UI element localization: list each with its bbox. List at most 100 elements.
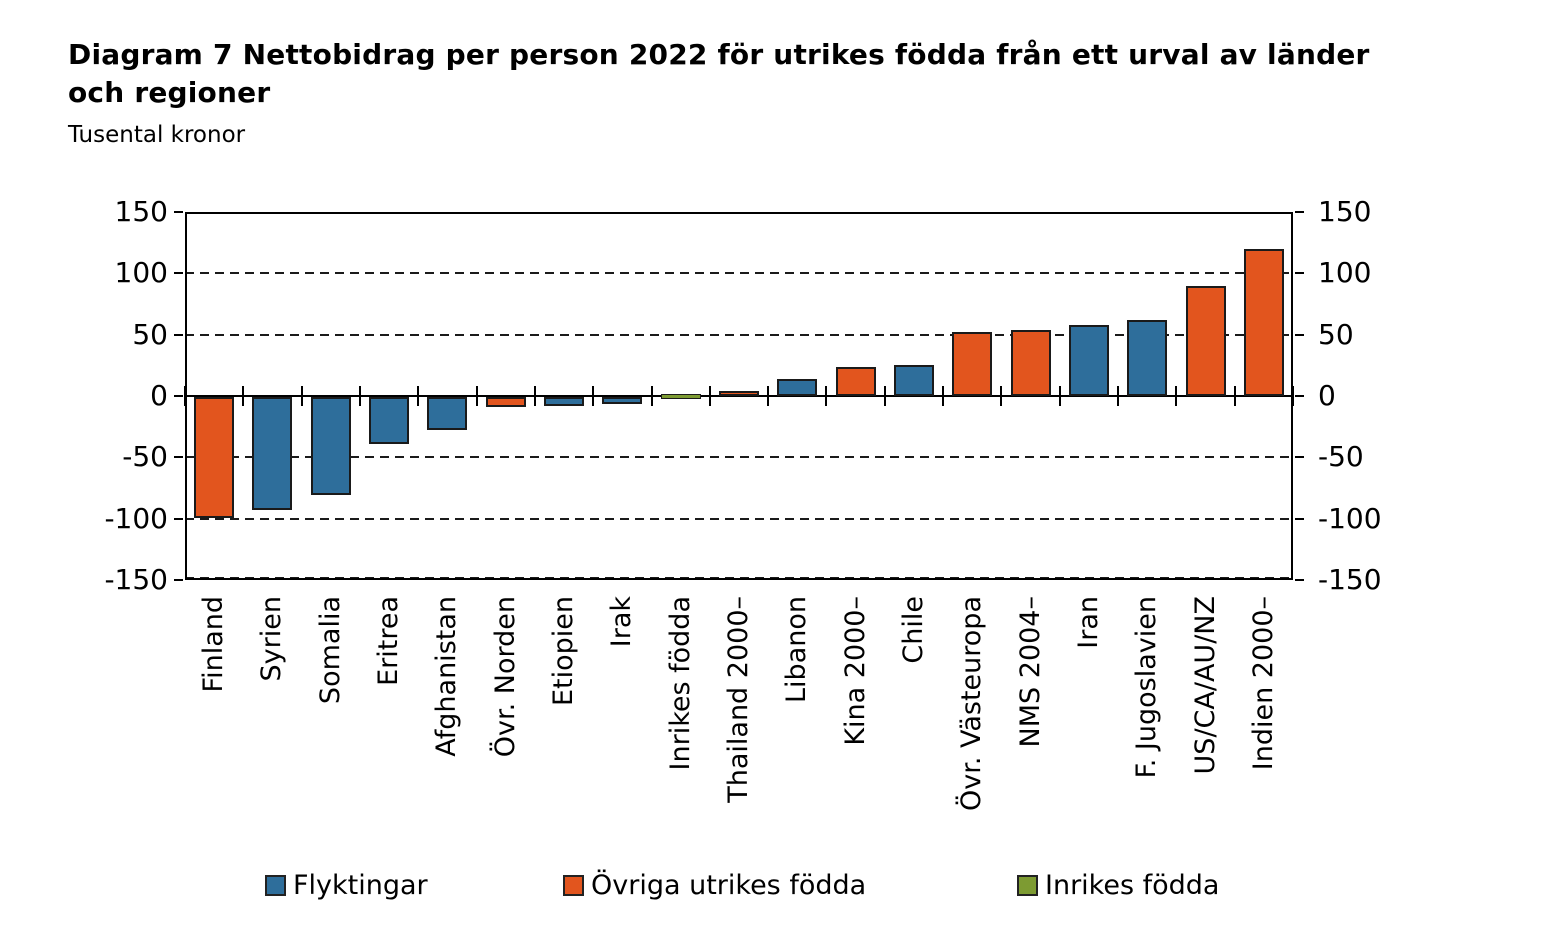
y-axis-label-right-100: 100: [1318, 256, 1372, 290]
category-tick: [242, 386, 245, 406]
legend-swatch-flyktingar: [265, 874, 286, 896]
category-tick: [300, 386, 303, 406]
x-axis-label-finland: Finland: [198, 596, 230, 693]
x-axis-label-eritrea: Eritrea: [373, 596, 405, 686]
gridline--100: [185, 517, 1293, 520]
y-axis-tick-left: [174, 517, 183, 520]
y-axis-label-right-50: 50: [1318, 317, 1354, 351]
x-axis-label-vr-norden: Övr. Norden: [489, 596, 521, 758]
legend-item-vriga-utrikes-f-dda: Övriga utrikes födda: [563, 868, 866, 902]
y-axis-tick-right: [1295, 579, 1304, 581]
chart-unit-label: Tusental kronor: [68, 122, 246, 148]
category-tick: [358, 386, 361, 406]
y-axis-tick-right: [1295, 333, 1304, 336]
y-axis-label-left-0: 0: [150, 379, 168, 412]
chart-title: Diagram 7 Nettobidrag per person 2022 fö…: [68, 36, 1370, 112]
plot-area: [174, 211, 1304, 581]
y-axis-label-right--50: -50: [1318, 440, 1364, 474]
legend-swatch-vriga-utrikes-f-dda: [563, 874, 584, 896]
y-axis-label-right--100: -100: [1318, 501, 1382, 535]
category-tick: [1117, 386, 1120, 406]
chart-title-line2: och regioner: [68, 76, 271, 109]
y-axis-tick-right: [1295, 272, 1304, 275]
y-axis-tick-right: [1295, 517, 1304, 520]
bar-kina-2000: [835, 366, 876, 396]
bar-iran: [1068, 324, 1109, 396]
x-axis-label-irak: Irak: [606, 596, 638, 648]
bar-thailand-2000: [719, 391, 759, 396]
x-axis-label-nms-2004: NMS 2004–: [1014, 596, 1046, 748]
category-tick: [1058, 386, 1061, 406]
x-axis-label-libanon: Libanon: [781, 596, 813, 703]
category-tick: [417, 386, 420, 406]
gridline-50: [185, 333, 1293, 336]
legend-label-vriga-utrikes-f-dda: Övriga utrikes födda: [591, 869, 867, 901]
category-tick: [767, 386, 770, 406]
y-axis-tick-left: [174, 333, 183, 336]
category-tick: [1175, 386, 1178, 406]
category-tick: [184, 386, 186, 406]
category-tick: [825, 386, 828, 406]
x-axis-label-kina-2000: Kina 2000–: [839, 596, 871, 746]
x-axis-label-iran: Iran: [1072, 596, 1104, 649]
category-tick: [592, 386, 595, 406]
y-axis-label-left-50: 50: [132, 317, 168, 351]
y-axis-tick-left: [174, 579, 183, 581]
bar-syrien: [252, 397, 293, 510]
bar-etiopien: [544, 397, 585, 406]
x-axis-label-syrien: Syrien: [256, 596, 288, 682]
y-axis-label-left-100: 100: [114, 256, 168, 290]
bar-indien-2000: [1243, 248, 1284, 396]
bar-inrikes-f-dda: [660, 394, 701, 399]
gridline--50: [185, 456, 1293, 459]
category-tick: [475, 386, 478, 406]
bar-vr-norden: [485, 397, 526, 407]
legend-label-inrikes-f-dda: Inrikes födda: [1045, 869, 1220, 901]
y-axis-tick-right: [1295, 456, 1304, 459]
category-tick: [533, 386, 536, 406]
bar-libanon: [777, 378, 818, 396]
x-axis-label-etiopien: Etiopien: [548, 596, 580, 707]
x-axis-label-vr-v-steuropa: Övr. Västeuropa: [956, 596, 988, 812]
y-axis-tick-left: [174, 395, 183, 397]
bar-somalia: [310, 397, 351, 496]
bar-f-jugoslavien: [1127, 319, 1168, 396]
x-axis-label-chile: Chile: [897, 596, 929, 664]
x-axis-label-afghanistan: Afghanistan: [431, 596, 463, 757]
y-axis-label-left--150: -150: [104, 563, 168, 596]
bar-irak: [602, 397, 643, 405]
bar-vr-v-steuropa: [952, 332, 993, 396]
y-axis-label-right--150: -150: [1318, 563, 1382, 596]
y-axis-tick-right: [1295, 211, 1304, 213]
bar-afghanistan: [427, 397, 468, 431]
gridline-100: [185, 272, 1293, 275]
y-axis-label-right-0: 0: [1318, 379, 1336, 412]
bar-finland: [194, 397, 235, 519]
x-axis-label-somalia: Somalia: [314, 596, 346, 705]
legend-item-inrikes-f-dda: Inrikes födda: [1017, 868, 1219, 902]
y-axis-label-left--50: -50: [122, 440, 168, 474]
category-tick: [942, 386, 945, 406]
y-axis-label-left--100: -100: [104, 501, 168, 535]
bar-nms-2004: [1010, 329, 1051, 396]
bar-eritrea: [369, 397, 410, 444]
y-axis-label-left-150: 150: [114, 195, 168, 228]
legend-item-flyktingar: Flyktingar: [265, 868, 428, 902]
x-axis-label-thailand-2000: Thailand 2000–: [723, 596, 754, 803]
y-axis-tick-right: [1295, 395, 1304, 397]
y-axis-tick-left: [174, 272, 183, 275]
y-axis-label-right-150: 150: [1318, 195, 1372, 228]
category-tick: [1000, 386, 1003, 406]
category-tick: [1233, 386, 1236, 406]
category-tick: [650, 386, 653, 406]
bar-chile: [893, 365, 934, 396]
bar-us-ca-au-nz: [1185, 285, 1226, 396]
legend-swatch-inrikes-f-dda: [1017, 874, 1038, 896]
y-axis-tick-left: [174, 211, 183, 213]
category-tick: [708, 386, 711, 406]
chart-title-line1: Diagram 7 Nettobidrag per person 2022 fö…: [68, 38, 1370, 71]
legend-label-flyktingar: Flyktingar: [293, 869, 428, 901]
x-axis-zero-line: [185, 395, 1293, 397]
y-axis-tick-left: [174, 456, 183, 459]
